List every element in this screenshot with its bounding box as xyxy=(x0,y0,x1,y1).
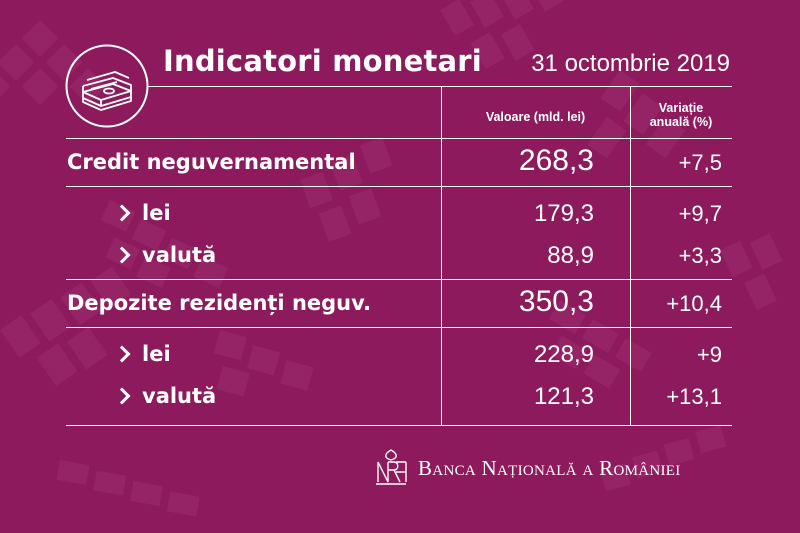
row-label-deposits-lei: lei xyxy=(113,342,171,366)
row-value-deposits-valuta: 121,3 xyxy=(533,383,594,410)
row-change-credit-valuta: +3,3 xyxy=(678,243,722,268)
row-divider-2 xyxy=(66,186,732,187)
row-label-credit-valuta: valută xyxy=(113,243,217,267)
sub-label-text: valută xyxy=(142,384,217,408)
column-divider-1 xyxy=(441,87,442,426)
row-label-credit-lei: lei xyxy=(113,201,171,225)
row-value-credit-lei: 179,3 xyxy=(533,200,594,227)
row-value-deposits-lei: 228,9 xyxy=(533,341,594,368)
bank-name: Banca Națională a României xyxy=(418,456,681,480)
table-bottom-line xyxy=(66,425,732,426)
chevron-right-icon xyxy=(113,204,131,222)
page-title: Indicatori monetari xyxy=(163,44,482,78)
chevron-right-icon xyxy=(113,387,131,405)
row-value-credit-valuta: 88,9 xyxy=(547,242,594,269)
row-divider-3 xyxy=(66,279,732,280)
row-label-credit: Credit neguvernamental xyxy=(67,150,356,174)
row-change-deposits-lei: +9 xyxy=(696,342,722,367)
header-divider xyxy=(148,86,732,87)
row-label-deposits: Depozite rezidenți neguv. xyxy=(67,291,372,315)
sub-label-text: valută xyxy=(142,243,217,267)
sub-label-text: lei xyxy=(142,342,171,366)
row-value-credit: 268,3 xyxy=(518,144,594,177)
change-column-header: Variație anuală (%) xyxy=(630,101,732,129)
row-label-deposits-valuta: valută xyxy=(113,384,217,408)
row-divider-4 xyxy=(66,327,732,328)
change-header-line1: Variație xyxy=(658,101,704,115)
column-divider-2 xyxy=(630,87,631,426)
value-column-header: Valoare (mld. lei) xyxy=(485,110,586,124)
row-change-deposits: +10,4 xyxy=(666,291,722,316)
change-header-line2: anuală (%) xyxy=(649,115,713,129)
row-change-deposits-valuta: +13,1 xyxy=(666,384,722,409)
sub-label-text: lei xyxy=(142,201,171,225)
row-change-credit-lei: +9,7 xyxy=(678,201,722,226)
chevron-right-icon xyxy=(113,345,131,363)
row-divider-1 xyxy=(66,138,732,139)
chevron-right-icon xyxy=(113,246,131,264)
row-change-credit: +7,5 xyxy=(678,150,722,175)
money-stack-icon xyxy=(65,44,149,128)
row-value-deposits: 350,3 xyxy=(518,285,594,318)
report-date: 31 octombrie 2019 xyxy=(531,50,730,77)
bnr-monogram-icon xyxy=(372,448,410,486)
